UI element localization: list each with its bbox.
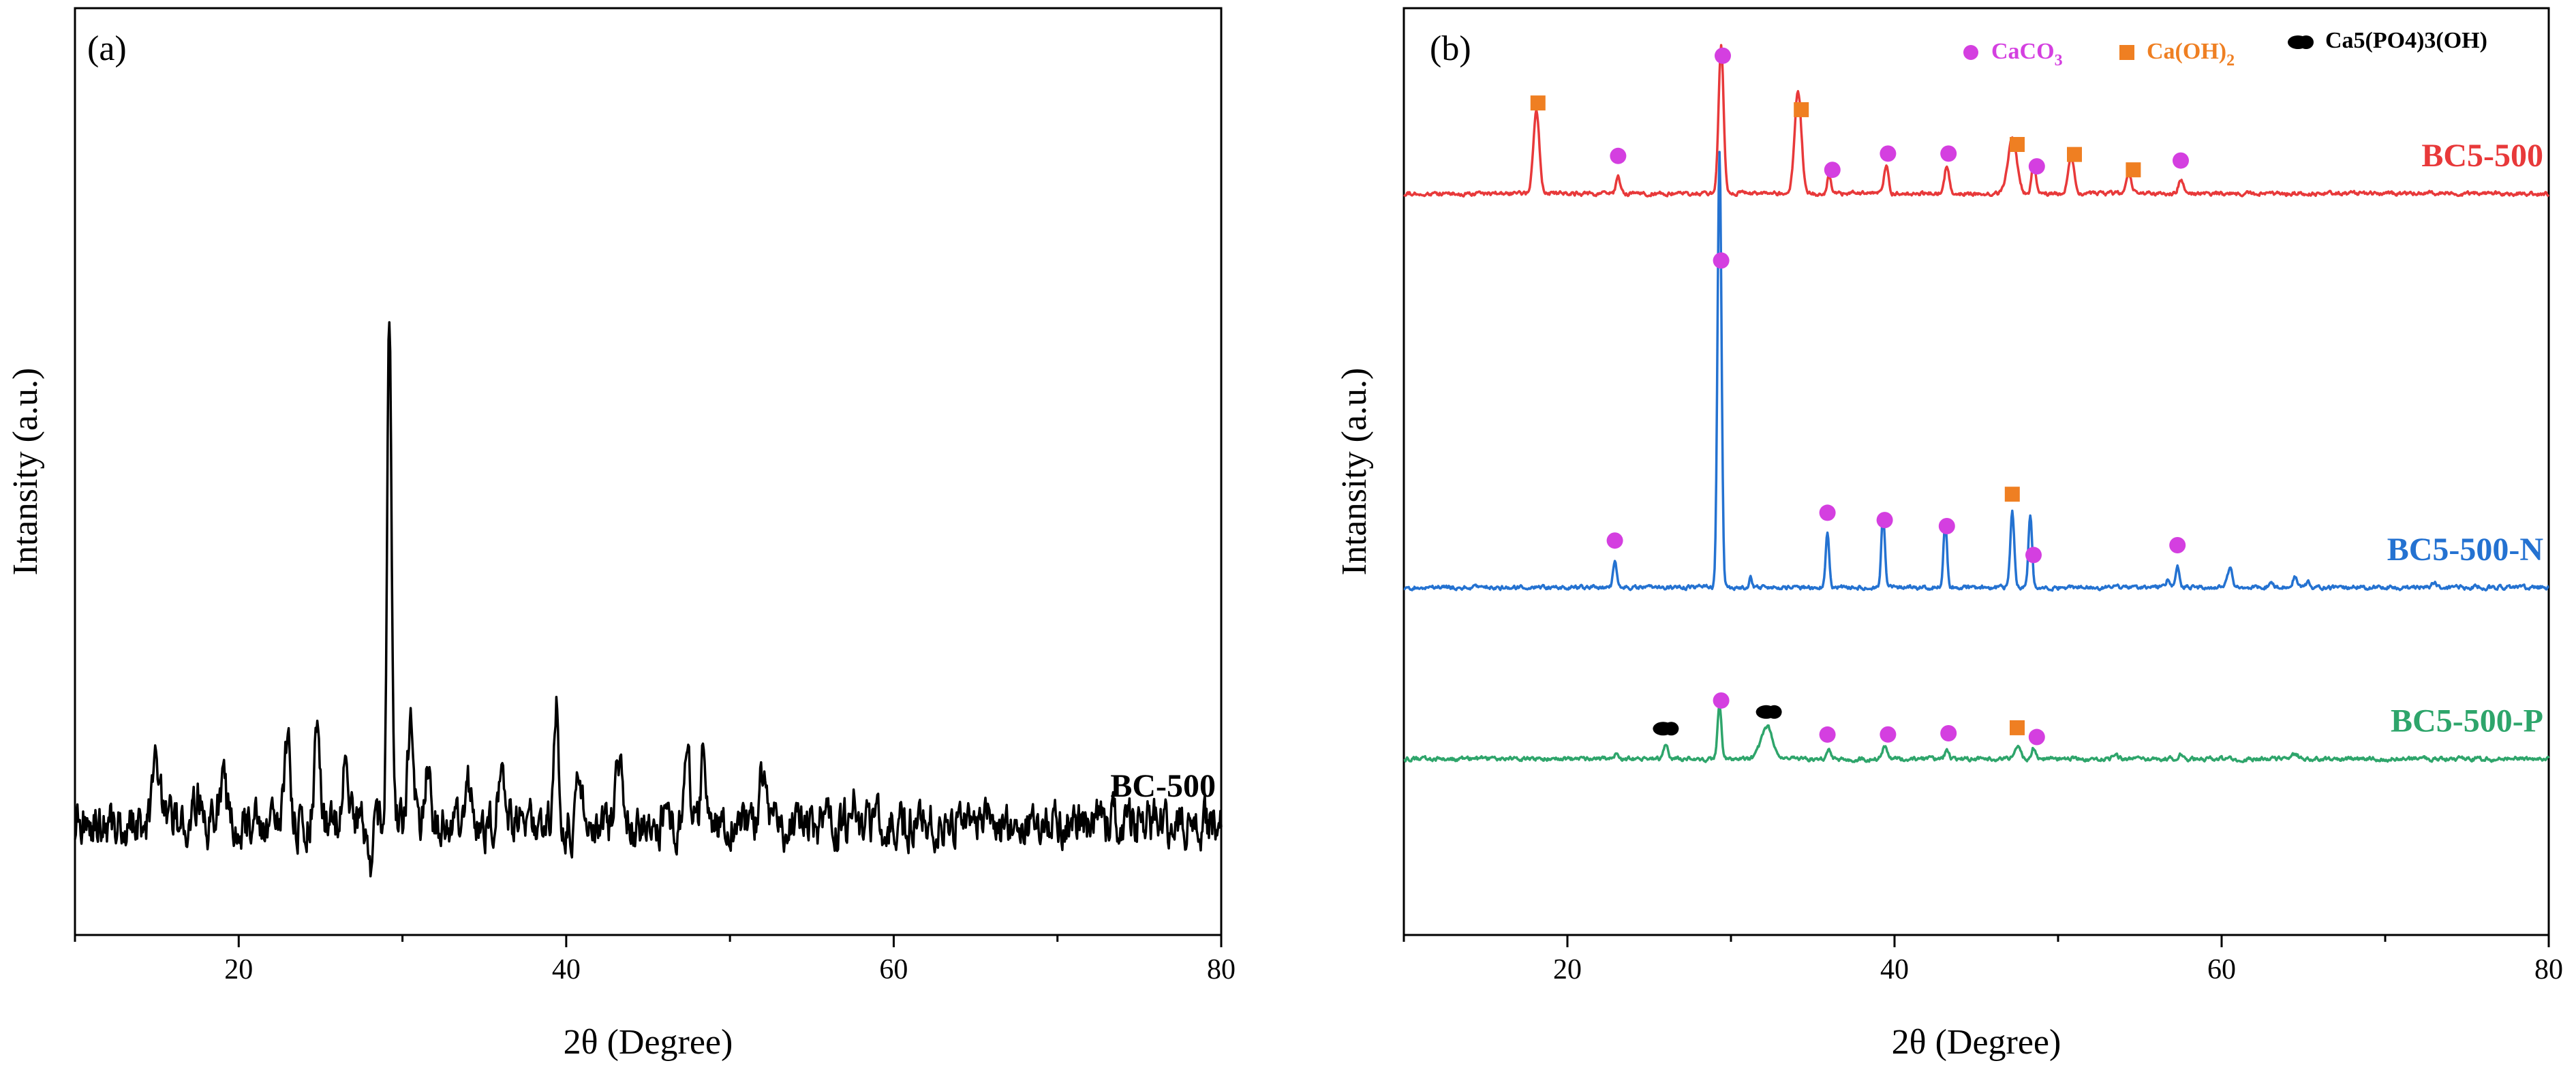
caco3-marker xyxy=(1824,162,1841,179)
hydroxyapatite-marker xyxy=(1653,722,1679,736)
panel-a-x-axis-label: 2θ (Degree) xyxy=(564,1023,733,1062)
panel-a-label: (a) xyxy=(87,29,127,68)
legend-hydroxyapatite-marker xyxy=(2288,35,2314,49)
caco3-marker xyxy=(1938,517,1955,534)
hydroxyapatite-marker xyxy=(1755,705,1782,719)
caco3-marker xyxy=(1713,692,1730,709)
legend-caoh2-label: Ca(OH)2 xyxy=(2147,39,2235,70)
caco3-marker xyxy=(2025,547,2042,564)
legend-caco3-label: CaCO3 xyxy=(1991,39,2063,70)
caco3-marker xyxy=(1940,145,1957,162)
caco3-marker xyxy=(1819,726,1836,743)
caco3-marker xyxy=(1715,47,1731,64)
caoh2-marker xyxy=(2010,136,2025,152)
caoh2-marker xyxy=(2067,147,2082,162)
series-line-bc5-500-n xyxy=(1403,151,2549,592)
x-tick-label: 60 xyxy=(2207,954,2236,985)
caoh2-marker xyxy=(2004,487,2020,502)
panel-b-legend: CaCO3 Ca(OH)2 Ca5(PO4)3(OH) xyxy=(1963,28,2487,70)
panel-b-x-axis-label: 2θ (Degree) xyxy=(1892,1023,2061,1062)
series-line-bc5-500-p xyxy=(1403,703,2550,763)
x-tick-label: 80 xyxy=(2534,954,2563,985)
caco3-marker xyxy=(1880,145,1897,162)
x-tick-label: 60 xyxy=(879,954,908,985)
x-tick-label: 40 xyxy=(552,954,581,985)
caoh2-marker xyxy=(2010,720,2025,735)
panel-a-frame xyxy=(74,7,1223,936)
series-line-bc-500 xyxy=(74,321,1223,878)
series-label-bc5-500-n: BC5-500-N xyxy=(2387,532,2544,568)
panel-b: (b) 2θ (Degree) Intansity (a.u.) 20 40 60 8… xyxy=(1335,7,2563,1062)
legend-hydroxyapatite-label: Ca5(PO4)3(OH) xyxy=(2325,28,2487,53)
panel-a-x-ticks: 20 40 60 80 xyxy=(74,935,1236,985)
series-label-bc5-500-p: BC5-500-P xyxy=(2391,703,2543,739)
caco3-marker xyxy=(2169,536,2186,553)
x-tick-label: 20 xyxy=(224,954,253,985)
caco3-marker xyxy=(1876,512,1893,529)
x-tick-label: 80 xyxy=(1207,954,1236,985)
series-label-bc5-500: BC5-500 xyxy=(2421,138,2543,174)
caoh2-marker xyxy=(2126,162,2141,178)
panel-b-x-ticks: 20 40 60 80 xyxy=(1402,935,2563,985)
panel-a: (a) 2θ (Degree) Intansity (a.u.) 20 40 60 8… xyxy=(6,7,1236,1062)
caco3-marker xyxy=(1819,504,1836,521)
panel-a-y-axis-label: Intansity (a.u.) xyxy=(6,368,45,576)
panel-b-label: (b) xyxy=(1430,29,1471,68)
caco3-marker xyxy=(2028,158,2045,175)
caco3-marker xyxy=(1610,147,1627,164)
panel-b-y-axis-label: Intansity (a.u.) xyxy=(1335,368,1374,576)
caco3-marker xyxy=(2028,728,2045,746)
caoh2-marker xyxy=(1794,102,1809,117)
series-line-bc5-500 xyxy=(1403,44,2550,198)
caco3-marker xyxy=(1940,724,1957,741)
panel-b-phase-markers xyxy=(1530,47,2189,746)
x-tick-label: 40 xyxy=(1880,954,1909,985)
x-tick-label: 20 xyxy=(1553,954,1582,985)
caco3-marker xyxy=(1606,532,1623,549)
caoh2-marker xyxy=(1530,95,1546,111)
series-label-bc-500: BC-500 xyxy=(1110,768,1216,804)
legend-caco3-marker xyxy=(1963,45,1978,60)
caco3-marker xyxy=(2173,152,2189,169)
caco3-marker xyxy=(1880,726,1897,743)
legend-caoh2-marker xyxy=(2119,45,2134,60)
caco3-marker xyxy=(1713,252,1730,269)
panel-b-frame xyxy=(1402,7,2550,936)
